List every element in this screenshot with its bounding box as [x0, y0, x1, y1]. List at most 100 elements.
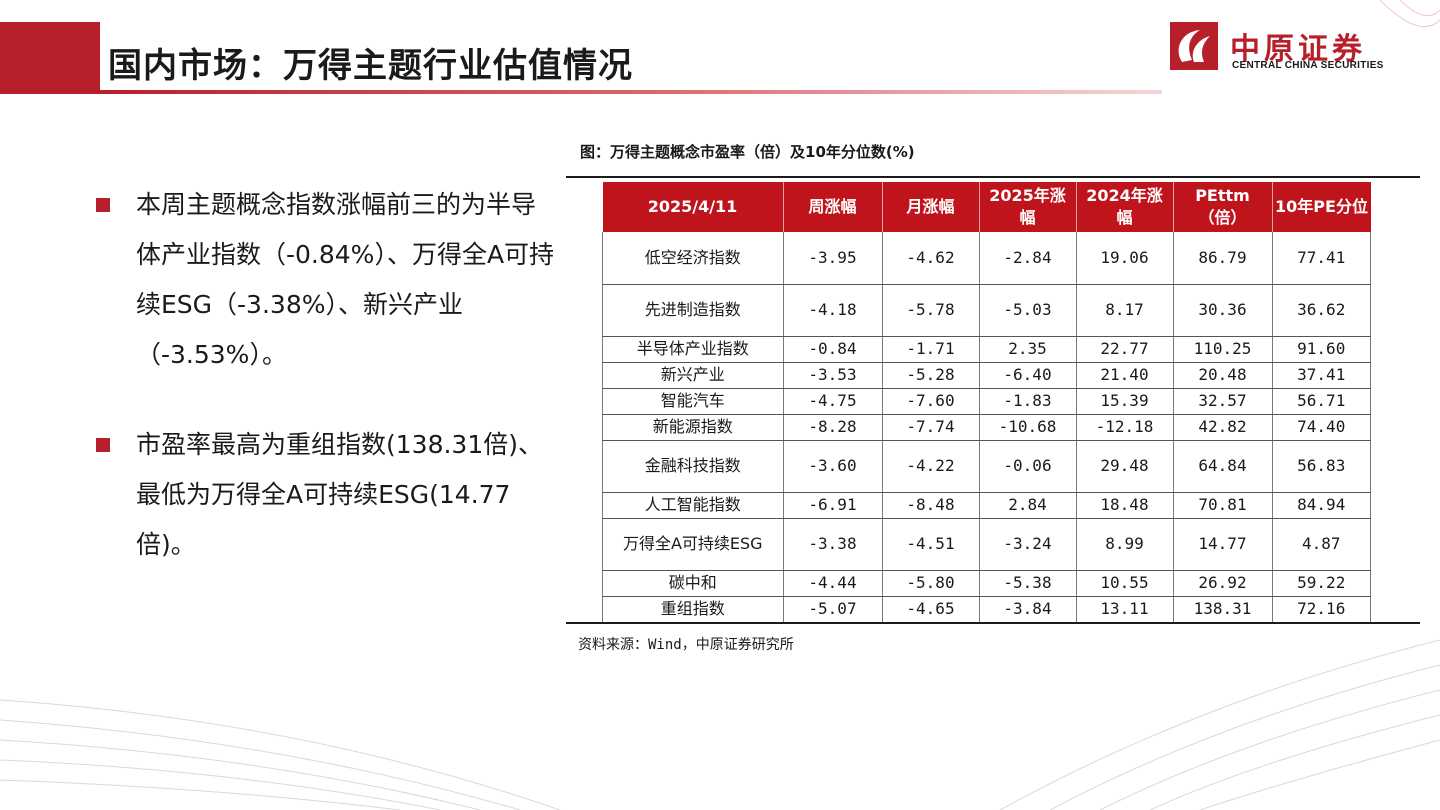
bullet-list: 本周主题概念指数涨幅前三的为半导体产业指数（-0.84%）、万得全A可持续ESG… [96, 180, 556, 570]
change-2024-cell: 21.40 [1076, 362, 1174, 389]
column-header-2025: 2025年涨幅 [979, 182, 1077, 232]
logo-english-name: CENTRAL CHINA SECURITIES [1232, 60, 1384, 71]
change-2024-cell: 15.39 [1076, 388, 1174, 415]
pe-10y-percentile-cell: 36.62 [1272, 284, 1371, 337]
week-change-cell: -5.07 [783, 596, 883, 623]
month-change-cell: -4.51 [882, 518, 980, 571]
pe-10y-percentile-cell: 37.41 [1272, 362, 1371, 389]
month-change-cell: -4.22 [882, 440, 980, 493]
change-2024-cell: 10.55 [1076, 570, 1174, 597]
column-header-month: 月涨幅 [882, 182, 980, 232]
figure-caption: 图：万得主题概念市盈率（倍）及10年分位数(%) [580, 143, 915, 161]
pe-ttm-cell: 138.31 [1173, 596, 1273, 623]
week-change-cell: -6.91 [783, 492, 883, 519]
table-row: 智能汽车 -4.75 -7.60 -1.83 15.39 32.57 56.71 [602, 388, 1371, 415]
bullet-item: 市盈率最高为重组指数(138.31倍)、最低为万得全A可持续ESG(14.77倍… [96, 420, 556, 570]
month-change-cell: -5.78 [882, 284, 980, 337]
pe-10y-percentile-cell: 91.60 [1272, 336, 1371, 363]
pe-10y-percentile-cell: 84.94 [1272, 492, 1371, 519]
pe-10y-percentile-cell: 72.16 [1272, 596, 1371, 623]
table-row: 半导体产业指数 -0.84 -1.71 2.35 22.77 110.25 91.60 [602, 336, 1371, 363]
month-change-cell: -4.65 [882, 596, 980, 623]
valuation-table: 2025/4/11 周涨幅 月涨幅 2025年涨幅 2024年涨幅 PEttm（… [602, 182, 1371, 623]
week-change-cell: -4.18 [783, 284, 883, 337]
table-row: 人工智能指数 -6.91 -8.48 2.84 18.48 70.81 84.94 [602, 492, 1371, 519]
ytd-2025-change-cell: -3.84 [979, 596, 1077, 623]
column-header-percentile: 10年PE分位 [1272, 182, 1371, 232]
table-row: 新能源指数 -8.28 -7.74 -10.68 -12.18 42.82 74.40 [602, 414, 1371, 441]
pe-ttm-cell: 70.81 [1173, 492, 1273, 519]
week-change-cell: -3.60 [783, 440, 883, 493]
ytd-2025-change-cell: -5.03 [979, 284, 1077, 337]
index-name-cell: 人工智能指数 [602, 492, 784, 519]
table-row: 重组指数 -5.07 -4.65 -3.84 13.11 138.31 72.16 [602, 596, 1371, 623]
bullet-square-icon [96, 198, 110, 212]
change-2024-cell: 8.17 [1076, 284, 1174, 337]
logo-chinese-name: 中原证券 [1230, 32, 1366, 67]
ytd-2025-change-cell: -1.83 [979, 388, 1077, 415]
ytd-2025-change-cell: -6.40 [979, 362, 1077, 389]
index-name-cell: 万得全A可持续ESG [602, 518, 784, 571]
pe-10y-percentile-cell: 56.83 [1272, 440, 1371, 493]
table-row: 金融科技指数 -3.60 -4.22 -0.06 29.48 64.84 56.83 [602, 440, 1371, 493]
table-header-row: 2025/4/11 周涨幅 月涨幅 2025年涨幅 2024年涨幅 PEttm（… [602, 182, 1371, 232]
table-row: 先进制造指数 -4.18 -5.78 -5.03 8.17 30.36 36.62 [602, 284, 1371, 337]
index-name-cell: 金融科技指数 [602, 440, 784, 493]
week-change-cell: -8.28 [783, 414, 883, 441]
company-logo: 中原证券 CENTRAL CHINA SECURITIES [1170, 22, 1410, 74]
source-note: 资料来源：Wind，中原证券研究所 [578, 637, 794, 653]
pe-ttm-cell: 42.82 [1173, 414, 1273, 441]
bullet-item: 本周主题概念指数涨幅前三的为半导体产业指数（-0.84%）、万得全A可持续ESG… [96, 180, 556, 380]
table-top-rule [566, 176, 1420, 178]
month-change-cell: -8.48 [882, 492, 980, 519]
week-change-cell: -0.84 [783, 336, 883, 363]
index-name-cell: 先进制造指数 [602, 284, 784, 337]
bullet-text: 市盈率最高为重组指数(138.31倍)、最低为万得全A可持续ESG(14.77倍… [136, 430, 543, 559]
column-header-pettm: PEttm（倍） [1173, 182, 1273, 232]
bullet-square-icon [96, 438, 110, 452]
column-header-2024: 2024年涨幅 [1076, 182, 1174, 232]
index-name-cell: 重组指数 [602, 596, 784, 623]
pe-10y-percentile-cell: 56.71 [1272, 388, 1371, 415]
change-2024-cell: 22.77 [1076, 336, 1174, 363]
pe-ttm-cell: 20.48 [1173, 362, 1273, 389]
ytd-2025-change-cell: 2.35 [979, 336, 1077, 363]
ytd-2025-change-cell: 2.84 [979, 492, 1077, 519]
table-bottom-rule [566, 622, 1420, 624]
ytd-2025-change-cell: -5.38 [979, 570, 1077, 597]
pe-10y-percentile-cell: 74.40 [1272, 414, 1371, 441]
column-header-date: 2025/4/11 [602, 182, 784, 232]
month-change-cell: -4.62 [882, 232, 980, 285]
week-change-cell: -4.75 [783, 388, 883, 415]
pe-ttm-cell: 26.92 [1173, 570, 1273, 597]
week-change-cell: -3.95 [783, 232, 883, 285]
index-name-cell: 碳中和 [602, 570, 784, 597]
table-row: 新兴产业 -3.53 -5.28 -6.40 21.40 20.48 37.41 [602, 362, 1371, 389]
page-title: 国内市场：万得主题行业估值情况 [108, 46, 633, 86]
month-change-cell: -5.80 [882, 570, 980, 597]
month-change-cell: -7.74 [882, 414, 980, 441]
change-2024-cell: 8.99 [1076, 518, 1174, 571]
ytd-2025-change-cell: -10.68 [979, 414, 1077, 441]
pe-ttm-cell: 14.77 [1173, 518, 1273, 571]
week-change-cell: -3.38 [783, 518, 883, 571]
table-row: 万得全A可持续ESG -3.38 -4.51 -3.24 8.99 14.77 4.87 [602, 518, 1371, 571]
week-change-cell: -3.53 [783, 362, 883, 389]
pe-10y-percentile-cell: 59.22 [1272, 570, 1371, 597]
index-name-cell: 半导体产业指数 [602, 336, 784, 363]
index-name-cell: 智能汽车 [602, 388, 784, 415]
pe-10y-percentile-cell: 4.87 [1272, 518, 1371, 571]
ytd-2025-change-cell: -3.24 [979, 518, 1077, 571]
pe-ttm-cell: 86.79 [1173, 232, 1273, 285]
month-change-cell: -5.28 [882, 362, 980, 389]
change-2024-cell: -12.18 [1076, 414, 1174, 441]
change-2024-cell: 29.48 [1076, 440, 1174, 493]
index-name-cell: 新兴产业 [602, 362, 784, 389]
pe-ttm-cell: 110.25 [1173, 336, 1273, 363]
logo-mark-icon [1170, 22, 1218, 70]
pe-ttm-cell: 32.57 [1173, 388, 1273, 415]
pe-ttm-cell: 30.36 [1173, 284, 1273, 337]
bullet-text: 本周主题概念指数涨幅前三的为半导体产业指数（-0.84%）、万得全A可持续ESG… [136, 190, 555, 369]
pe-ttm-cell: 64.84 [1173, 440, 1273, 493]
